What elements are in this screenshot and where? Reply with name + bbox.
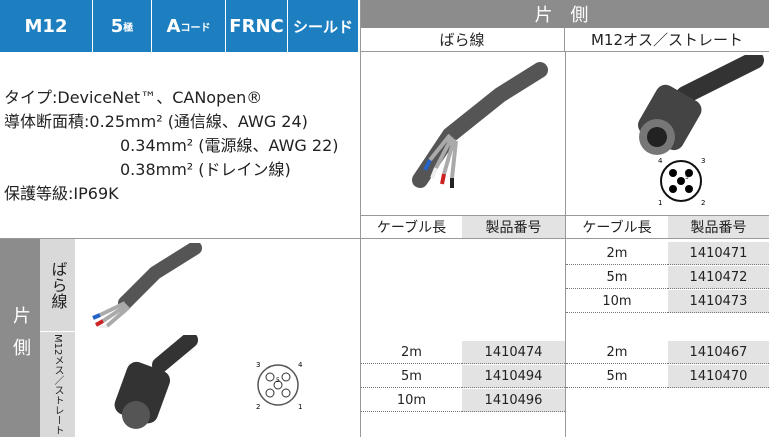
pin-label: 2 — [256, 403, 260, 411]
side-header: 片 側 — [360, 0, 769, 28]
product-number: 1410496 — [462, 389, 565, 412]
row-side-label: 片側 — [10, 306, 31, 370]
column-header: 製品番号 — [462, 216, 565, 238]
spec-line: タイプ:DeviceNet™、CANopen® — [4, 88, 263, 107]
row-side-cell: 片側 — [0, 239, 40, 437]
product-number: 1410474 — [462, 341, 565, 364]
product-number: 1410470 — [668, 365, 769, 388]
product-number: 1410467 — [668, 341, 769, 364]
pin-label: 5 — [276, 377, 280, 384]
poles-unit: 極 — [123, 22, 134, 34]
pin-label: 1 — [298, 403, 302, 411]
end-label: M12オス／ストレート — [590, 31, 744, 49]
product-number: 1410471 — [668, 242, 769, 265]
spec-line: 保護等級:IP69K — [4, 184, 119, 203]
row-end-label: M12メス／ストレート — [52, 333, 63, 436]
pin-label: 3 — [701, 157, 705, 165]
divider — [565, 52, 566, 437]
cable-length: 5m — [361, 365, 462, 388]
pin-label: 4 — [658, 157, 663, 165]
model: M12 — [24, 15, 68, 37]
end-label: ばら線 — [439, 31, 485, 49]
shield: シールド — [292, 17, 353, 36]
model-cell: M12 — [0, 0, 93, 52]
row-end-cell: M12メス／ストレート — [40, 332, 75, 437]
coding-letter: A — [166, 15, 181, 37]
row-end-label: ばら線 — [48, 261, 68, 309]
column-header: ケーブル長 — [361, 216, 462, 238]
loose-wire-image — [412, 62, 548, 188]
product-number: 1410494 — [462, 365, 565, 388]
divider — [360, 215, 769, 216]
divider — [0, 238, 769, 239]
cable-length: 2m — [566, 341, 668, 364]
row-end-cell: ばら線 — [40, 239, 75, 331]
pin-label: 5 — [685, 174, 689, 181]
coding-cell: A コード — [152, 0, 226, 52]
pin-label: 2 — [701, 199, 705, 207]
loose-wire-image — [92, 243, 202, 328]
shield-cell: シールド — [288, 0, 359, 52]
divider — [360, 0, 361, 437]
pin-label: 1 — [658, 199, 662, 207]
side-label: 片 側 — [534, 5, 595, 26]
male-connector-image: 4 3 5 1 2 — [638, 55, 764, 207]
product-number: 1410473 — [668, 290, 769, 313]
female-connector-image: 3 4 5 2 1 — [114, 335, 303, 429]
product-number: 1410472 — [668, 266, 769, 289]
cable-length: 10m — [361, 389, 462, 412]
coding-unit: コード — [180, 22, 211, 34]
material: FRNC — [229, 15, 284, 37]
poles-number: 5 — [110, 15, 124, 37]
end-header: M12オス／ストレート — [565, 28, 769, 52]
column-header: 製品番号 — [668, 216, 769, 238]
spec-line: 導体断面積:0.25mm² (通信線、AWG 24) — [4, 112, 308, 131]
column-header: ケーブル長 — [566, 216, 668, 238]
cable-length: 5m — [566, 266, 668, 289]
pin-label: 4 — [298, 361, 303, 369]
spec-list: タイプ:DeviceNet™、CANopen® 導体断面積:0.25mm² (通信… — [4, 86, 354, 206]
spec-line: 0.38mm² (ドレイン線) — [120, 160, 291, 179]
cable-length: 2m — [566, 242, 668, 265]
end-header: ばら線 — [360, 28, 565, 52]
pin-label: 3 — [256, 361, 260, 369]
material-cell: FRNC — [226, 0, 288, 52]
spec-line: 0.34mm² (電源線、AWG 22) — [120, 136, 339, 155]
cable-length: 2m — [361, 341, 462, 364]
cable-length: 5m — [566, 365, 668, 388]
cable-length: 10m — [566, 290, 668, 313]
